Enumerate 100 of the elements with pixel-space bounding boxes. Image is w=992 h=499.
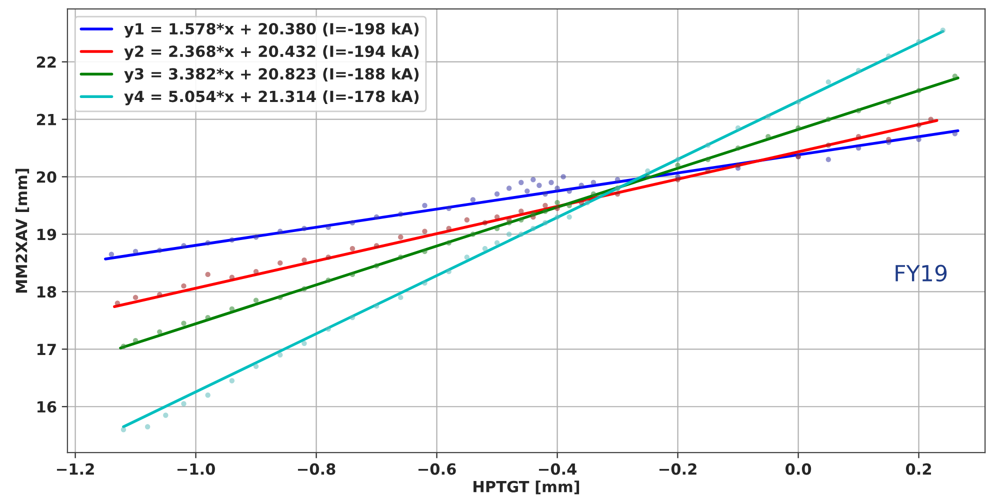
y-tick-label: 22: [36, 56, 56, 68]
point: [916, 136, 922, 142]
point: [108, 252, 114, 257]
point: [766, 134, 771, 140]
point: [675, 162, 680, 168]
point: [253, 268, 259, 274]
point: [132, 248, 138, 254]
point: [350, 220, 356, 226]
point: [554, 200, 560, 206]
point: [278, 352, 283, 358]
point: [422, 248, 428, 254]
point: [132, 294, 138, 300]
point: [470, 197, 476, 202]
point: [590, 191, 596, 197]
point: [530, 177, 536, 182]
point: [548, 180, 554, 186]
x-tick-label: 0.0: [785, 463, 812, 475]
point: [326, 254, 331, 260]
point: [278, 260, 283, 266]
point: [302, 340, 307, 346]
x-tick-label: −1.0: [177, 463, 215, 475]
point: [398, 234, 404, 240]
x-axis-title: HPTGT [mm]: [474, 480, 580, 494]
point: [578, 182, 584, 188]
point: [856, 145, 862, 151]
point: [705, 142, 711, 148]
point: [422, 280, 428, 286]
point: [856, 108, 862, 114]
point: [157, 329, 162, 335]
point: [705, 168, 711, 174]
point: [826, 116, 832, 122]
point: [114, 300, 120, 306]
y-tick-label: 16: [38, 401, 56, 413]
point: [494, 191, 500, 197]
point: [916, 122, 922, 128]
point: [205, 240, 210, 246]
point: [163, 412, 168, 418]
point: [542, 202, 548, 208]
point: [229, 306, 235, 312]
point: [856, 68, 862, 74]
point: [374, 263, 380, 268]
point: [940, 28, 946, 33]
point: [398, 294, 404, 300]
point: [494, 240, 500, 246]
point: [952, 74, 958, 79]
point: [446, 240, 452, 246]
point: [326, 326, 331, 332]
y-tick-label: 21: [36, 114, 56, 126]
point: [374, 214, 380, 220]
point: [205, 272, 210, 278]
point: [826, 142, 832, 148]
point: [530, 212, 536, 217]
point: [796, 125, 801, 131]
point: [446, 206, 452, 211]
point: [464, 254, 470, 260]
point: [205, 392, 210, 398]
point: [120, 344, 126, 349]
point: [506, 220, 512, 226]
point: [205, 314, 210, 320]
point: [614, 177, 620, 182]
point: [482, 220, 488, 226]
point: [735, 162, 741, 168]
point: [157, 292, 162, 298]
point: [645, 174, 650, 180]
point: [422, 228, 428, 234]
point: [705, 156, 711, 162]
point: [916, 39, 922, 44]
legend-label: y3 = 3.382*x + 20.823 (I=-188 kA): [124, 68, 419, 83]
x-tick-label: 0.2: [906, 463, 931, 475]
point: [542, 191, 548, 197]
point: [675, 156, 680, 162]
point: [524, 188, 530, 194]
point: [302, 257, 307, 263]
legend-label: y4 = 5.054*x + 21.314 (I=-178 kA): [124, 90, 419, 106]
point: [886, 54, 892, 59]
point: [518, 217, 524, 222]
point: [584, 200, 590, 206]
point: [464, 217, 470, 222]
point: [614, 191, 620, 197]
point: [302, 226, 307, 232]
point: [446, 226, 452, 232]
point: [374, 243, 380, 248]
point: [253, 298, 259, 303]
point: [229, 237, 235, 243]
legend-label: y1 = 1.578*x + 20.380 (I=-198 kA): [124, 22, 419, 38]
point: [536, 182, 542, 188]
point: [157, 248, 162, 253]
point: [560, 174, 566, 180]
point: [144, 424, 150, 430]
point: [735, 125, 741, 131]
point: [482, 246, 488, 252]
point: [518, 180, 524, 186]
point: [422, 202, 428, 208]
point: [350, 272, 356, 278]
point: [120, 427, 126, 432]
point: [590, 180, 596, 186]
point: [350, 246, 356, 252]
point: [374, 303, 380, 309]
point: [566, 188, 572, 194]
y-tick-label: 19: [38, 228, 56, 240]
